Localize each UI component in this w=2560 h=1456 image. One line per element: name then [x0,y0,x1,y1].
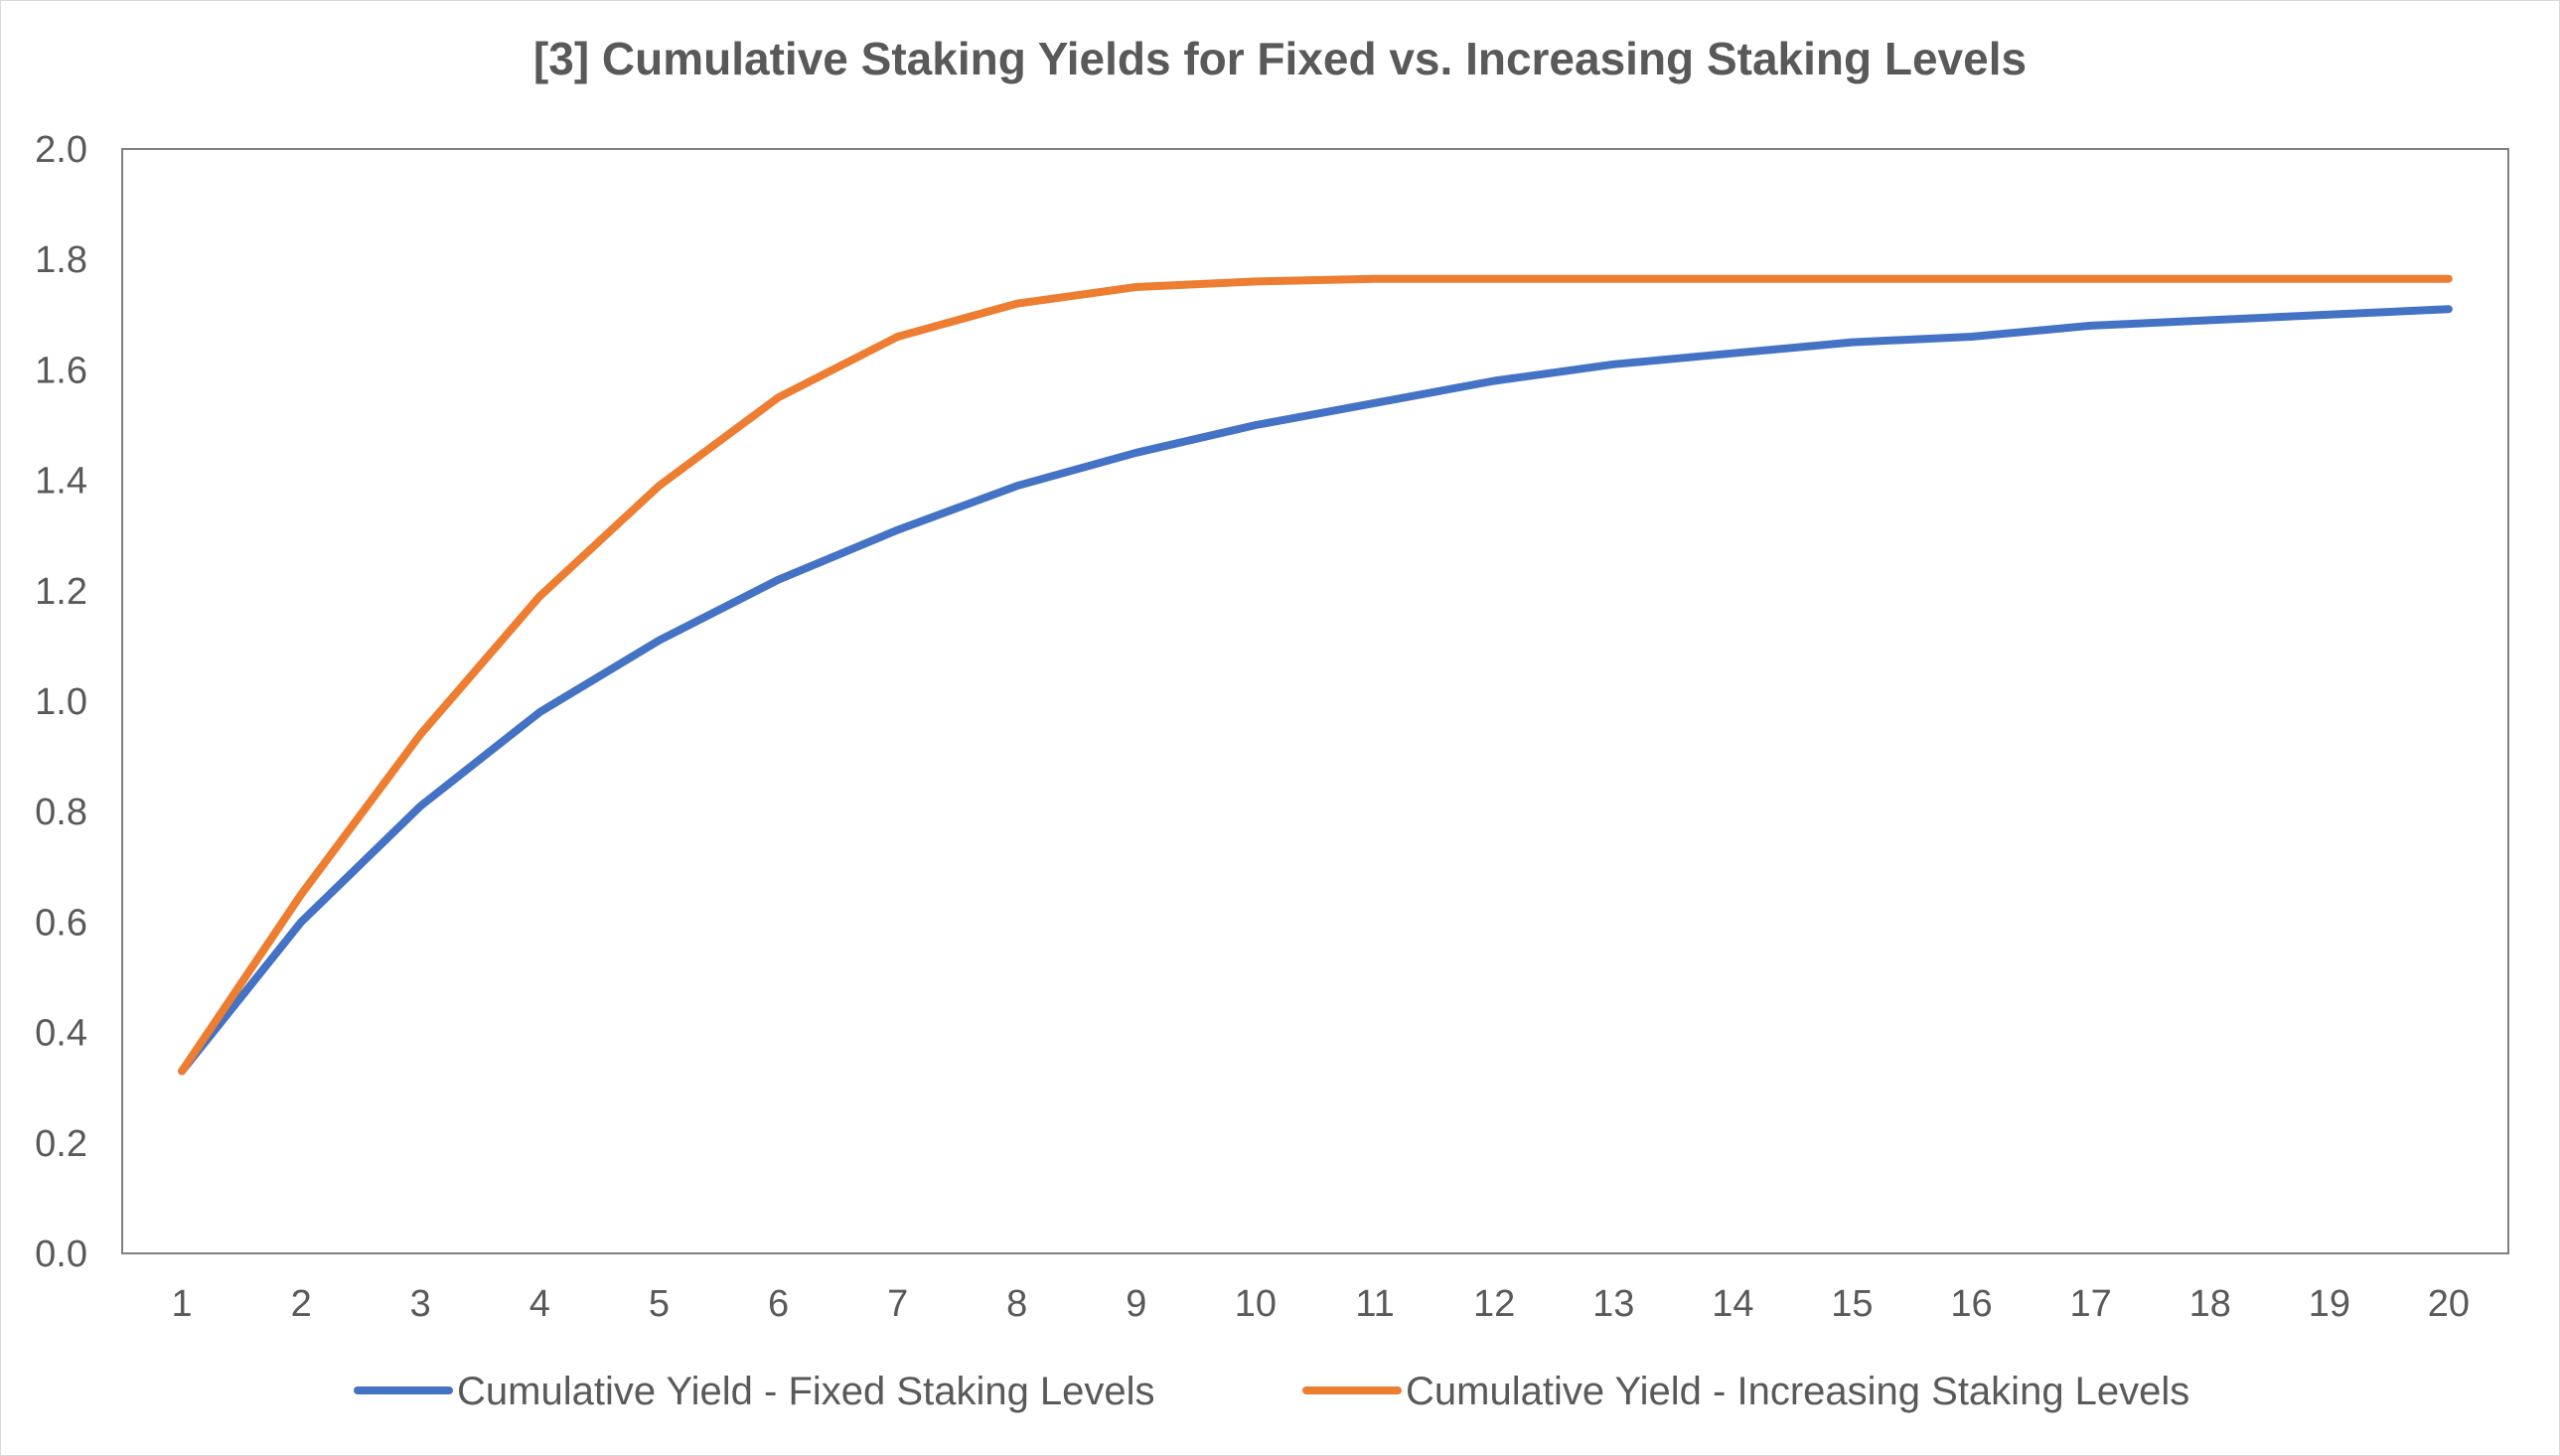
y-tick-label: 1.2 [35,571,87,613]
x-axis-ticks: 1 2 3 4 5 6 7 8 9 10 11 12 13 14 15 16 17 18 19 20 [171,1283,2470,1325]
x-tick-label: 12 [1473,1283,1515,1325]
y-axis-ticks: 0.0 0.2 0.4 0.6 0.8 1.0 1.2 1.4 1.6 1.8 2.0 [35,129,87,1275]
series-lines [178,274,2453,1076]
y-tick-label: 1.8 [35,239,87,281]
x-tick-label: 17 [2070,1283,2112,1325]
y-tick-label: 0.8 [35,792,87,833]
x-tick-label: 11 [1355,1283,1394,1325]
x-tick-label: 3 [410,1283,431,1325]
series-line-fixed [178,305,2453,1076]
x-tick-label: 2 [291,1283,312,1325]
chart-title: [3] Cumulative Staking Yields for Fixed … [532,33,2028,84]
x-tick-label: 18 [2189,1283,2231,1325]
x-tick-label: 7 [887,1283,908,1325]
x-tick-label: 16 [1950,1283,1992,1325]
legend: Cumulative Yield - Fixed Staking Levels C… [354,1370,2189,1413]
y-tick-label: 0.4 [35,1013,87,1055]
y-tick-label: 0.2 [35,1123,87,1165]
x-tick-label: 19 [2309,1283,2350,1325]
x-tick-label: 20 [2428,1283,2470,1325]
x-tick-label: 9 [1126,1283,1146,1325]
y-tick-label: 1.0 [35,681,87,723]
y-tick-label: 1.4 [35,461,87,503]
legend-label: Cumulative Yield - Increasing Staking Le… [1406,1370,2189,1413]
y-tick-label: 0.6 [35,902,87,944]
y-tick-label: 0.0 [35,1234,87,1275]
x-tick-label: 8 [1006,1283,1027,1325]
x-tick-label: 15 [1831,1283,1873,1325]
x-tick-label: 14 [1712,1283,1753,1325]
legend-label: Cumulative Yield - Fixed Staking Levels [457,1370,1155,1413]
x-tick-label: 6 [768,1283,789,1325]
x-tick-label: 5 [649,1283,670,1325]
y-tick-label: 2.0 [35,129,87,171]
plot-area [121,148,2509,1254]
x-tick-label: 10 [1235,1283,1277,1325]
x-tick-label: 13 [1592,1283,1634,1325]
y-tick-label: 1.6 [35,350,87,391]
x-tick-label: 1 [171,1283,192,1325]
x-tick-label: 4 [529,1283,550,1325]
series-line-increasing [178,274,2453,1076]
